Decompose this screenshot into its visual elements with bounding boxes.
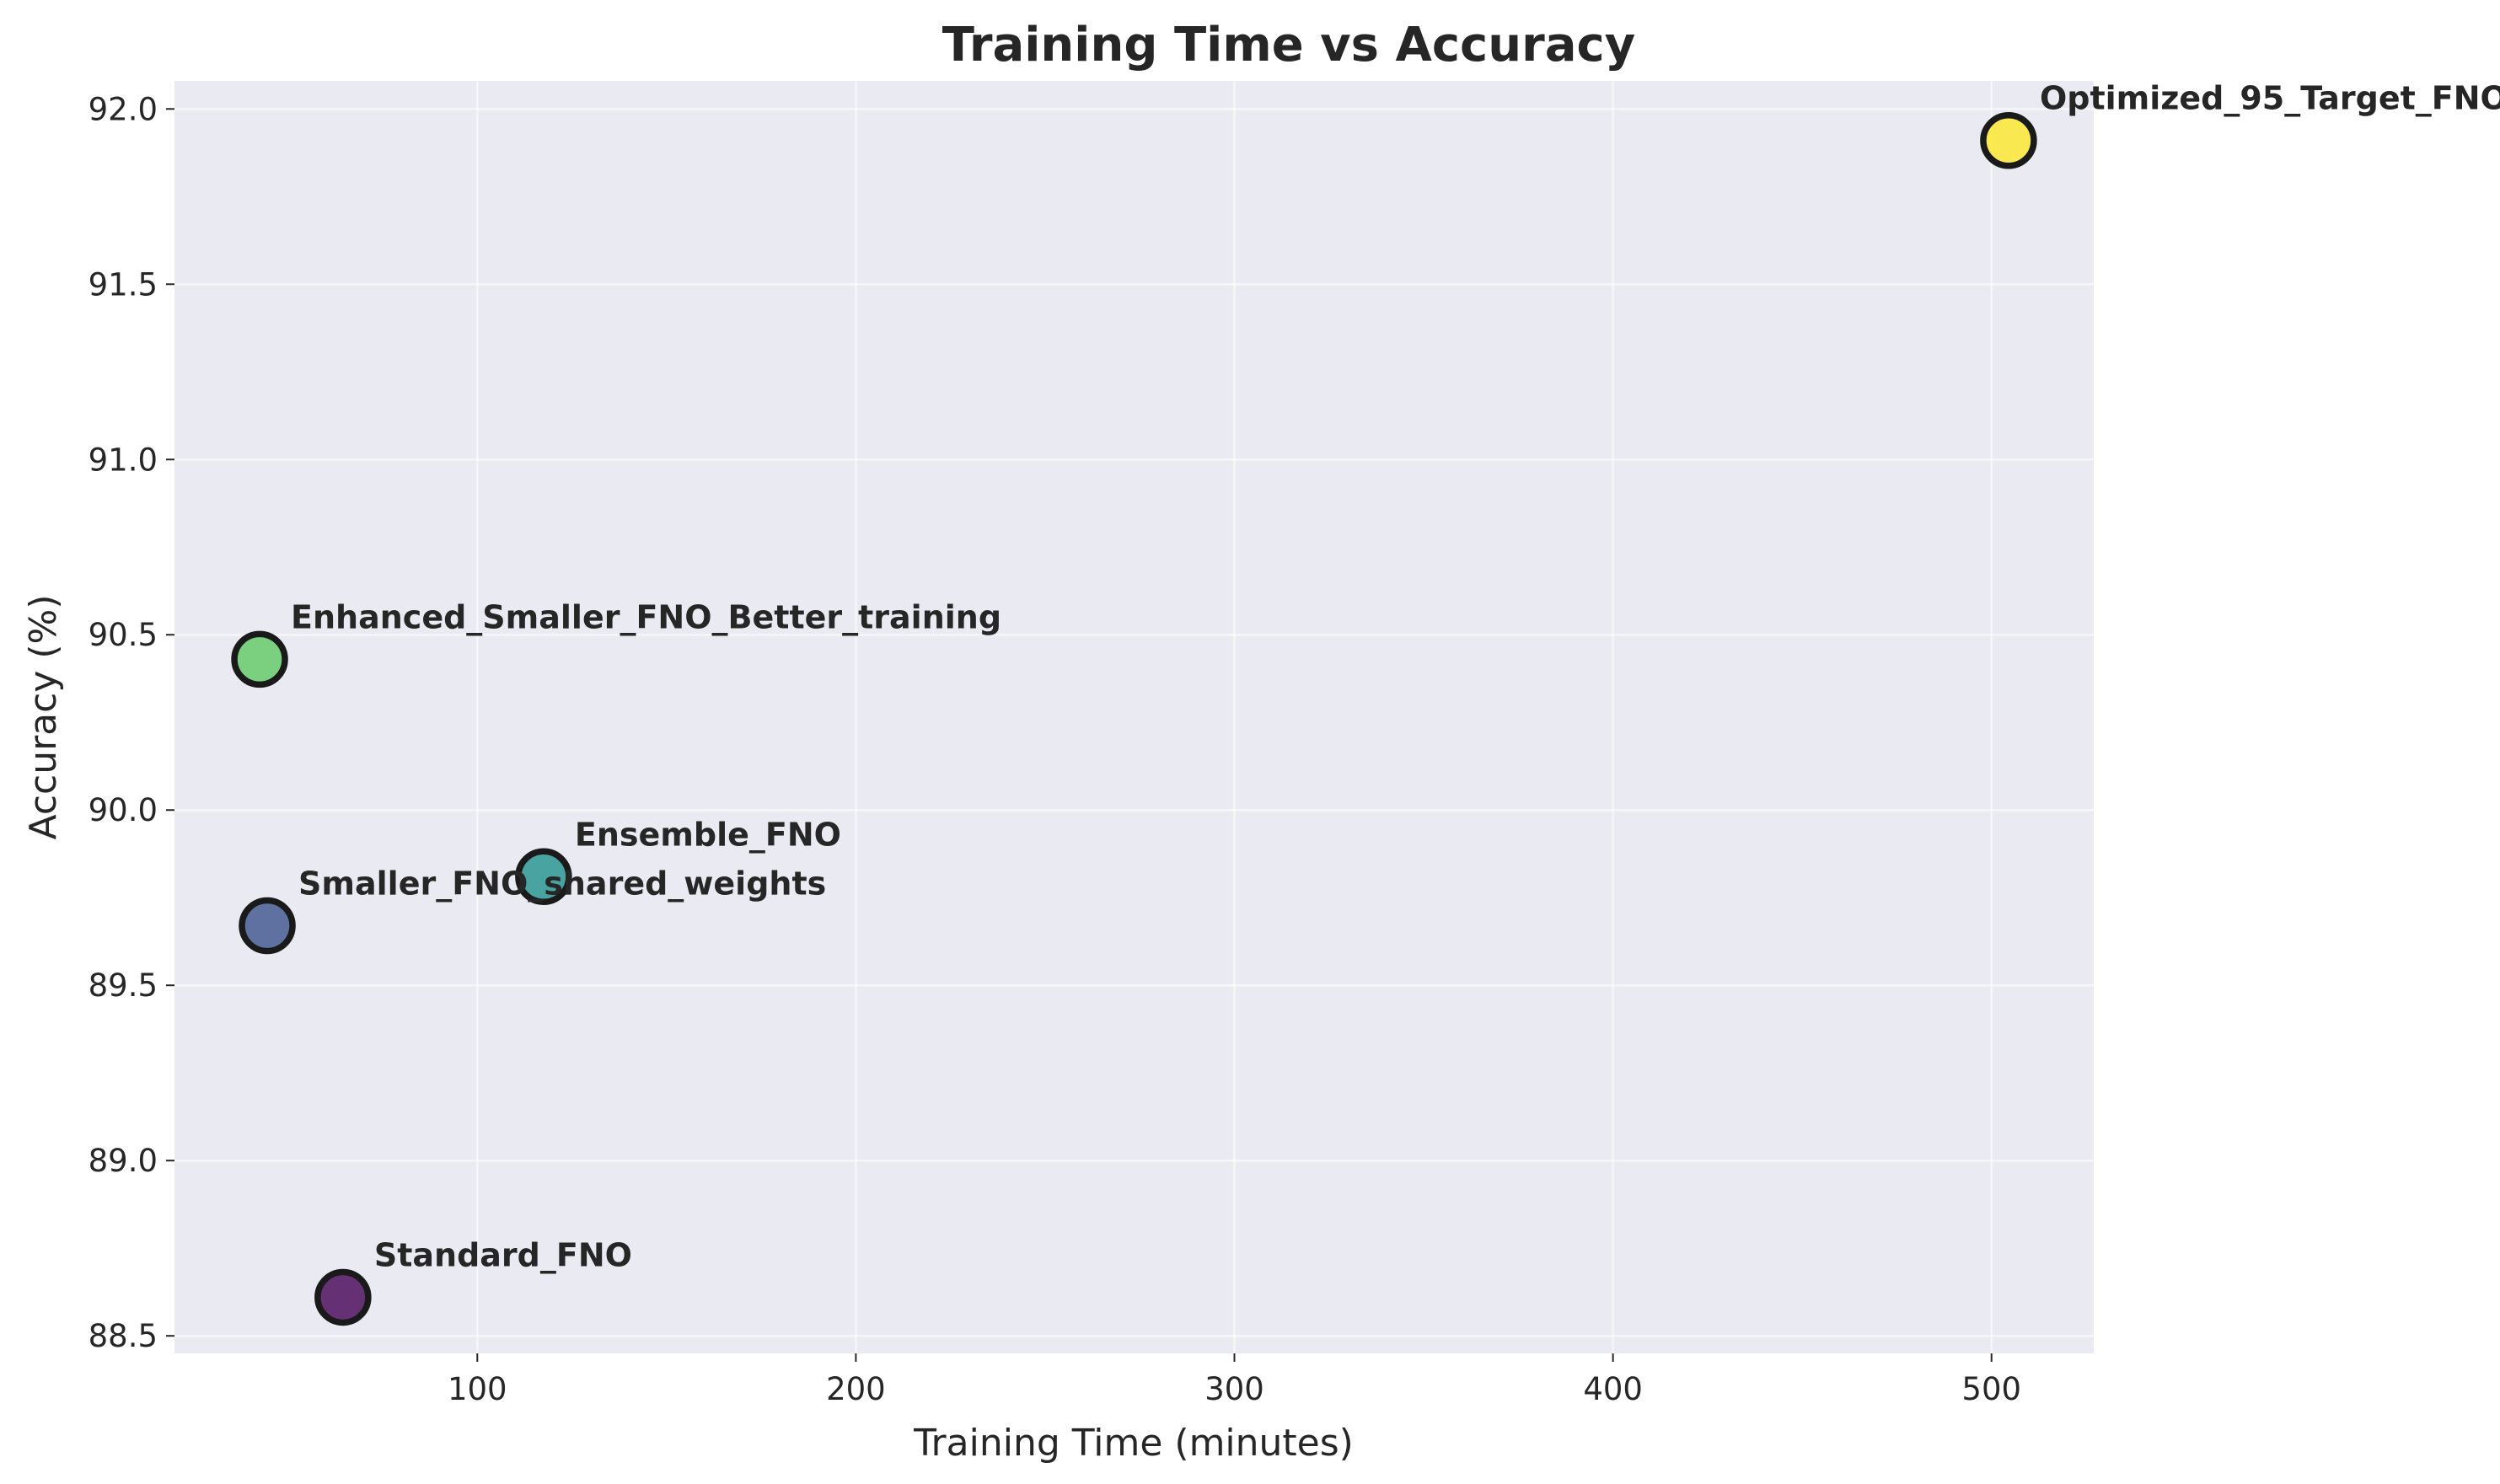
data-point [1980,111,2037,169]
point-label: Smaller_FNO_shared_weights [298,865,826,903]
point-labels: Standard_FNO Smaller_FNO_shared_weights En… [291,80,2500,1274]
data-point [239,897,296,955]
data-points [231,111,2037,1326]
y-tick-label: 89.5 [89,967,158,1004]
y-tick-label: 88.5 [89,1318,158,1354]
axis-ticks: 100 200 300 400 500 88.5 89.0 89.5 90.0 90.5 91.0 9… [89,91,2021,1407]
data-point [314,1268,372,1326]
x-tick-label: 500 [1961,1371,2021,1407]
chart-title: Training Time vs Accuracy [942,18,1635,72]
x-tick-label: 100 [448,1371,507,1407]
point-label: Ensemble_FNO [575,816,841,853]
y-tick-label: 91.5 [89,266,158,303]
y-tick-label: 90.0 [89,792,158,828]
y-tick-label: 89.0 [89,1143,158,1179]
grid-lines [174,81,2094,1353]
x-tick-label: 400 [1583,1371,1643,1407]
x-axis-label: Training Time (minutes) [913,1422,1354,1465]
point-label: Optimized_95_Target_FNO [2040,80,2500,117]
y-tick-label: 92.0 [89,91,158,127]
x-tick-label: 300 [1204,1371,1264,1407]
y-axis-label: Accuracy (%) [22,594,65,839]
point-label: Enhanced_Smaller_FNO_Better_training [291,598,1001,635]
point-label: Standard_FNO [374,1236,632,1273]
y-tick-label: 91.0 [89,442,158,478]
data-point [515,848,572,906]
y-tick-label: 90.5 [89,617,158,653]
x-tick-label: 200 [826,1371,886,1407]
data-point [231,630,288,688]
plot-area [174,81,2094,1353]
